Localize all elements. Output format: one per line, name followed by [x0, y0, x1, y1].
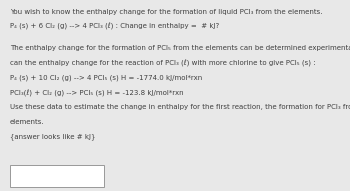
Text: You wish to know the enthalpy change for the formation of liquid PCl₃ from the e: You wish to know the enthalpy change for…	[10, 9, 322, 15]
Text: The enthalpy change for the formation of PCl₅ from the elements can be determine: The enthalpy change for the formation of…	[10, 45, 350, 51]
Text: P₄ (s) + 10 Cl₂ (g) --> 4 PCl₅ (s) H = -1774.0 kJ/mol*rxn: P₄ (s) + 10 Cl₂ (g) --> 4 PCl₅ (s) H = -…	[10, 75, 202, 81]
Text: Use these data to estimate the change in enthalpy for the first reaction, the fo: Use these data to estimate the change in…	[10, 104, 350, 110]
Text: P₄ (s) + 6 Cl₂ (g) --> 4 PCl₃ (ℓ) : Change in enthalpy =  # kJ?: P₄ (s) + 6 Cl₂ (g) --> 4 PCl₃ (ℓ) : Chan…	[10, 23, 219, 30]
Text: PCl₃(ℓ) + Cl₂ (g) --> PCl₅ (s) H = -123.8 kJ/mol*rxn: PCl₃(ℓ) + Cl₂ (g) --> PCl₅ (s) H = -123.…	[10, 89, 183, 97]
Text: can the enthalpy change for the reaction of PCl₃ (ℓ) with more chlorine to give : can the enthalpy change for the reaction…	[10, 60, 315, 67]
Text: {answer looks like # kJ}: {answer looks like # kJ}	[10, 134, 95, 140]
Text: elements.: elements.	[10, 119, 44, 125]
FancyBboxPatch shape	[10, 165, 104, 187]
